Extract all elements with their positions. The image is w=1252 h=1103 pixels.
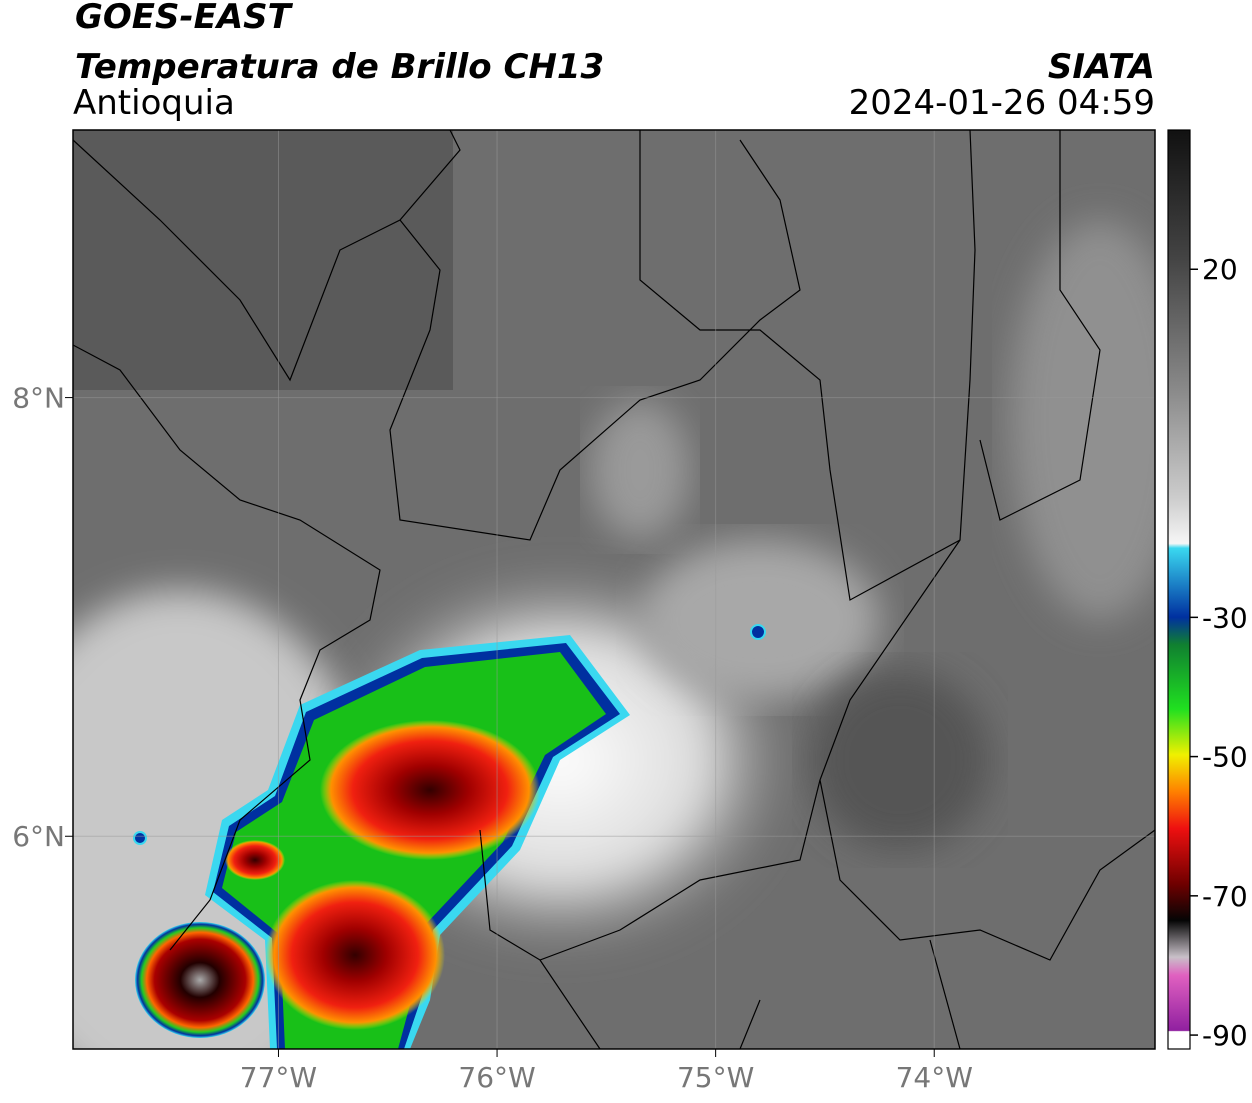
colorbar-tick-label: -50: [1202, 741, 1248, 774]
satellite: GOES-EAST: [75, 0, 294, 37]
x-tick-label: 75°W: [677, 1061, 754, 1094]
colorbar-tick-label: -30: [1202, 601, 1248, 634]
graticule: [73, 130, 1155, 1049]
datetime: 2024-01-26 04:59: [849, 83, 1155, 123]
colorbar: [1167, 129, 1191, 1050]
x-tick-label: 76°W: [458, 1061, 535, 1094]
map-image: [73, 130, 1155, 1049]
x-tick-label: 74°W: [896, 1061, 973, 1094]
map-frame: [72, 129, 1156, 1050]
y-tick-label: 8°N: [12, 382, 65, 415]
colorbar-tick-label: -70: [1202, 880, 1248, 913]
product: Temperatura de Brillo CH13: [75, 47, 604, 87]
colorbar-tick-label: -90: [1202, 1019, 1248, 1052]
source: SIATA: [1048, 47, 1155, 87]
region: Antioquia: [73, 83, 235, 123]
x-tick-label: 77°W: [240, 1061, 317, 1094]
y-tick-label: 6°N: [12, 820, 65, 853]
colorbar-tick-label: 20: [1202, 253, 1238, 286]
